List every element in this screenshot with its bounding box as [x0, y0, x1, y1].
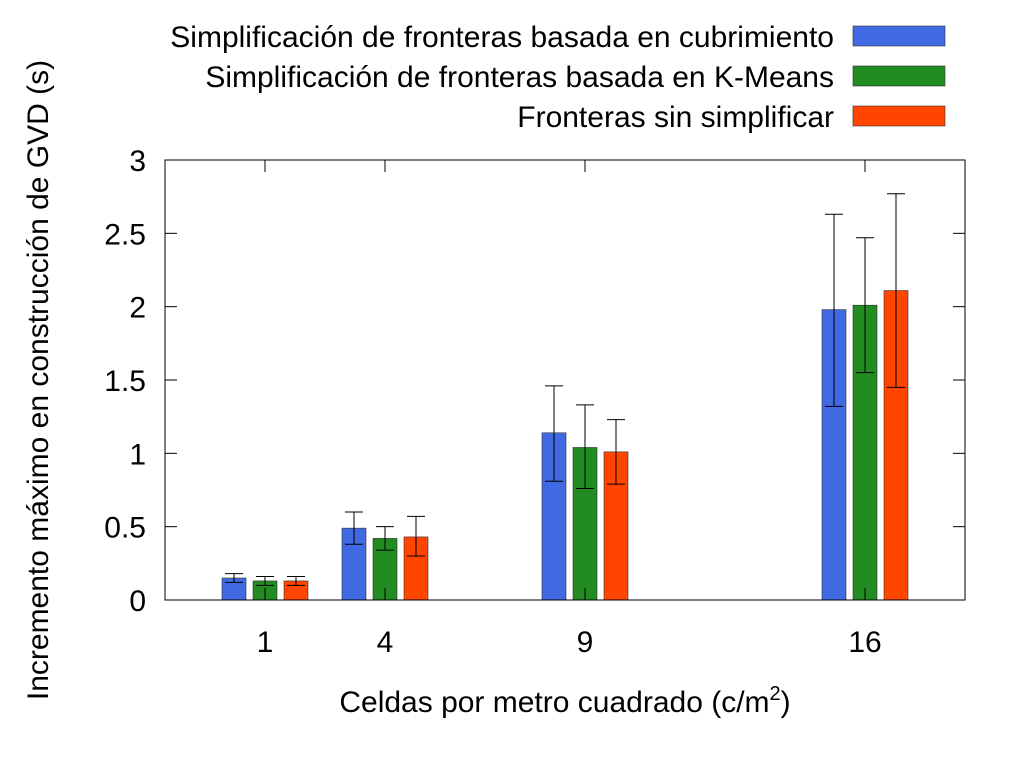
bars-group	[221, 290, 909, 601]
x-tick-label: 4	[377, 626, 394, 659]
x-tick-label: 9	[577, 626, 594, 659]
legend-swatch	[852, 65, 946, 87]
x-axis-title: Celdas por metro cuadrado (c/m2)	[339, 683, 790, 719]
x-axis-title-suffix: )	[781, 686, 791, 719]
y-tick-label: 3	[129, 145, 146, 178]
y-tick-label: 1	[129, 438, 146, 471]
legend-swatch	[852, 105, 946, 127]
legend-swatch	[852, 25, 946, 47]
y-tick-label: 1.5	[104, 365, 146, 398]
x-tick-label: 1	[257, 626, 274, 659]
y-tick-label: 0	[129, 585, 146, 618]
x-axis-title-main: Celdas por metro cuadrado (c/m	[339, 686, 769, 719]
legend-label: Simplificación de fronteras basada en cu…	[170, 21, 834, 54]
x-axis-ticks: 1 4 9 16	[257, 160, 882, 659]
y-tick-label: 2	[129, 292, 146, 325]
error-bars-group	[225, 193, 905, 586]
x-axis-title-superscript: 2	[770, 683, 781, 705]
y-axis-ticks: 0 0.5 1 1.5 2 2.5 3	[104, 145, 965, 618]
x-tick-label: 16	[848, 626, 881, 659]
y-tick-label: 2.5	[104, 218, 146, 251]
y-axis-title: Incremento máximo en construcción de GVD…	[22, 60, 55, 700]
legend-label: Fronteras sin simplificar	[517, 101, 834, 134]
legend: Simplificación de fronteras basada en cu…	[170, 21, 946, 134]
legend-label: Simplificación de fronteras basada en K-…	[205, 61, 834, 94]
y-tick-label: 0.5	[104, 512, 146, 545]
